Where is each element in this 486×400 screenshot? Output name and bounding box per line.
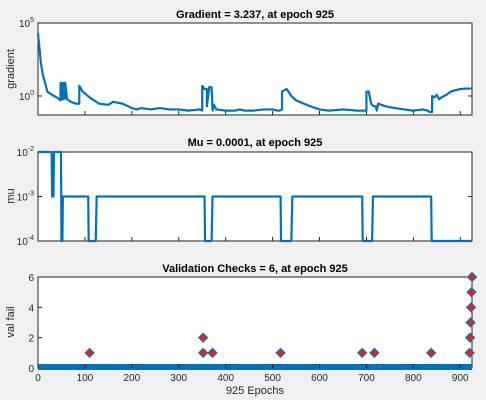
ytick-exponent: -4 — [28, 235, 34, 242]
xtick-label: 0 — [35, 373, 41, 384]
xtick-label: 300 — [170, 373, 187, 384]
validation-point — [465, 302, 477, 313]
ytick-exponent: -3 — [28, 191, 34, 198]
validation-axes — [37, 276, 473, 369]
xtick-label: 100 — [77, 373, 94, 384]
validation-point — [197, 332, 209, 343]
ytick-label: 105 — [19, 17, 34, 30]
xtick-label: 500 — [264, 373, 281, 384]
validation-point — [464, 347, 475, 359]
validation-point — [369, 347, 380, 359]
mu-series-line — [38, 150, 472, 243]
ytick-base: 10 — [19, 92, 31, 103]
validation-point — [466, 286, 477, 298]
xtick-label: 200 — [123, 373, 140, 384]
ytick-label: 2 — [28, 334, 34, 345]
mu-ylabel: mu — [5, 188, 17, 203]
validation-point — [197, 347, 209, 359]
ytick-base: 10 — [17, 237, 29, 248]
ytick-label: 10-4 — [17, 235, 34, 248]
ytick-label: 6 — [28, 273, 34, 284]
validation-point — [275, 347, 286, 359]
validation-points — [84, 271, 478, 359]
validation-ylabel: val fail — [5, 306, 17, 337]
mu-panel: Mu = 0.0001, at epoch 925 mu 10-210-310-… — [5, 137, 473, 248]
ytick-base: 10 — [17, 193, 29, 204]
validation-point — [357, 347, 368, 359]
ytick-base: 10 — [19, 19, 31, 30]
validation-point — [207, 347, 218, 359]
ytick-base: 10 — [17, 148, 29, 159]
ytick-exponent: 5 — [30, 17, 34, 24]
validation-title: Validation Checks = 6, at epoch 925 — [162, 263, 348, 275]
xtick-label: 700 — [358, 373, 375, 384]
gradient-panel: Gradient = 3.237, at epoch 925 gradient … — [5, 9, 473, 116]
ytick-label: 4 — [28, 303, 34, 314]
validation-xticks: 0 100 200 300 400 500 600 700 800 900 — [35, 373, 469, 384]
gradient-ylabel: gradient — [5, 49, 17, 89]
ytick-label: 10-2 — [17, 146, 34, 159]
validation-point — [84, 347, 95, 359]
gradient-axes — [37, 22, 473, 116]
validation-panel: Validation Checks = 6, at epoch 925 val … — [5, 263, 478, 397]
gradient-title: Gradient = 3.237, at epoch 925 — [176, 9, 334, 21]
epochs-xlabel: 925 Epochs — [226, 385, 285, 397]
validation-point — [464, 332, 476, 343]
xtick-label: 600 — [311, 373, 328, 384]
ytick-exponent: -2 — [28, 146, 34, 153]
xtick-label: 900 — [452, 373, 469, 384]
ytick-label: 100 — [19, 90, 34, 103]
xtick-label: 400 — [217, 373, 234, 384]
xtick-label: 800 — [405, 373, 422, 384]
validation-point — [425, 347, 437, 359]
ytick-label: 10-3 — [17, 191, 34, 204]
ytick-label: 0 — [28, 364, 34, 375]
validation-point — [466, 271, 478, 283]
ytick-exponent: 0 — [30, 90, 34, 97]
gradient-series-line — [36, 33, 472, 114]
validation-point — [465, 317, 476, 328]
mu-title: Mu = 0.0001, at epoch 925 — [188, 137, 323, 149]
